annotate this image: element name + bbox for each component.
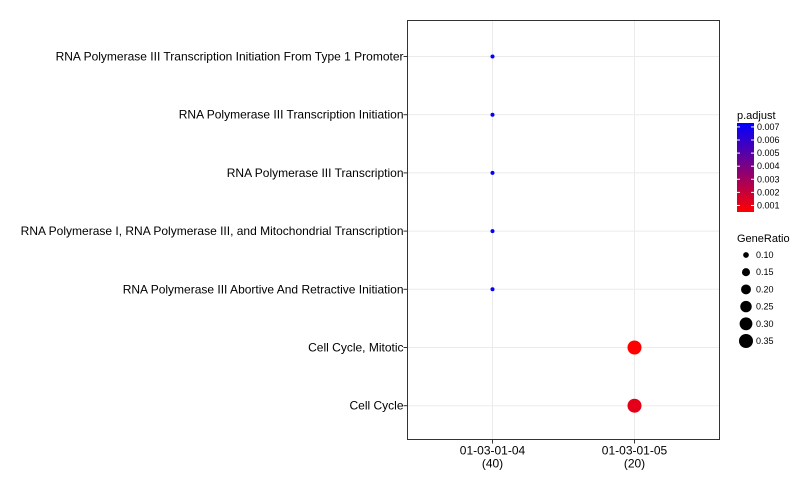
size-legend-key	[740, 300, 752, 313]
x-tick-count-label: (20)	[624, 457, 645, 471]
size-legend-key	[739, 334, 753, 348]
color-legend-tick-label: 0.001	[757, 200, 780, 210]
y-tick-label: RNA Polymerase III Transcription	[227, 166, 404, 180]
size-legend-label: 0.25	[756, 302, 774, 312]
size-legend-label: 0.35	[756, 336, 774, 346]
size-legend-title: GeneRatio	[737, 233, 790, 245]
color-legend-tick-label: 0.003	[757, 174, 780, 184]
size-legend-label: 0.10	[756, 250, 774, 260]
color-legend-tick-label: 0.007	[757, 122, 780, 132]
y-tick-label: RNA Polymerase III Transcription Initiat…	[56, 50, 404, 64]
color-legend-title: p.adjust	[737, 110, 776, 122]
data-point	[490, 170, 495, 175]
color-legend-tick-label: 0.005	[757, 148, 780, 158]
color-legend-tick-label: 0.004	[757, 161, 780, 171]
data-point	[490, 287, 495, 292]
data-point	[490, 112, 495, 117]
y-axis: RNA Polymerase III Transcription Initiat…	[21, 50, 408, 413]
data-point	[627, 340, 642, 355]
x-tick-count-label: (40)	[482, 457, 503, 471]
size-legend-label: 0.30	[756, 319, 774, 329]
color-legend-bar	[737, 123, 754, 212]
size-legend-key	[741, 268, 751, 277]
plot-panel	[407, 20, 720, 440]
size-legend: GeneRatio 0.10 0.15 0.20 0.25 0.30 0.35	[737, 233, 790, 348]
size-legend-key	[743, 252, 749, 258]
x-tick-label: 01-03-01-04	[460, 444, 526, 458]
data-point	[490, 54, 495, 59]
data-point	[490, 229, 495, 234]
y-tick-label: RNA Polymerase I, RNA Polymerase III, an…	[21, 224, 404, 238]
y-tick-label: Cell Cycle, Mitotic	[308, 341, 403, 355]
color-legend-tick-label: 0.006	[757, 135, 780, 145]
size-legend-label: 0.15	[756, 267, 774, 277]
size-legend-label: 0.20	[756, 284, 774, 294]
x-axis: 01-03-01-04(40) 01-03-01-05(20)	[460, 439, 668, 471]
size-legend-key	[739, 317, 753, 331]
y-tick-label: RNA Polymerase III Abortive And Retracti…	[123, 282, 404, 296]
grid-lines	[407, 20, 720, 440]
data-point	[627, 398, 642, 413]
y-tick-label: Cell Cycle	[349, 399, 403, 413]
y-tick-label: RNA Polymerase III Transcription Initiat…	[179, 108, 404, 122]
data-points	[490, 54, 642, 413]
color-legend-tick-label: 0.002	[757, 187, 780, 197]
size-legend-key	[741, 284, 751, 295]
x-tick-label: 01-03-01-05	[602, 444, 668, 458]
